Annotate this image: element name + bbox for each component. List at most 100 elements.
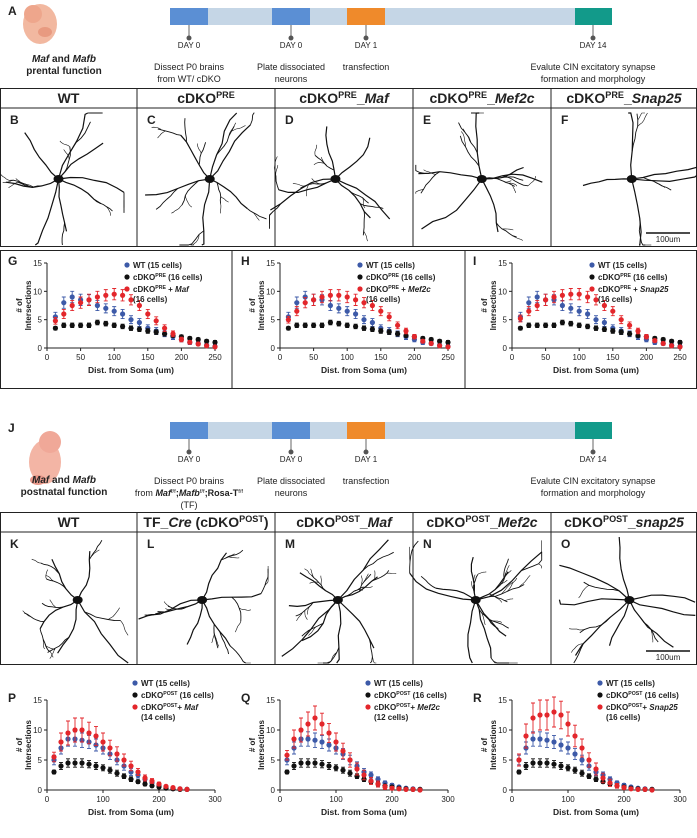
dendrite (63, 149, 70, 160)
data-point (319, 322, 325, 328)
data-point (534, 322, 540, 328)
timeline-segment (272, 8, 310, 25)
day-label: DAY 0 (280, 455, 303, 464)
text-part: (cDKO (192, 514, 240, 530)
text-part: PRE (605, 90, 624, 100)
dendrite (314, 155, 335, 171)
step-text: formation and morphology (541, 488, 646, 498)
dendrite (145, 178, 210, 196)
dendrite (492, 620, 503, 623)
dendrite (337, 599, 375, 649)
dendrite (320, 575, 322, 586)
text-part: Maf (365, 90, 390, 106)
dendrite (538, 563, 542, 569)
data-point (544, 737, 550, 743)
text-part: cDKO (606, 691, 628, 700)
dendrite (489, 584, 525, 598)
dendrite (578, 585, 590, 599)
data-point (136, 326, 142, 332)
x-tick-label: 200 (617, 795, 631, 804)
data-point (100, 739, 106, 745)
data-point (516, 769, 522, 775)
data-point (344, 308, 350, 314)
data-point (558, 742, 564, 748)
y-tick-label: 15 (498, 259, 507, 268)
y-axis-label: # of (15, 738, 24, 753)
y-tick-label: 0 (271, 786, 276, 795)
data-point (643, 334, 650, 340)
data-point (353, 311, 359, 317)
data-point (437, 338, 443, 344)
y-tick-label: 10 (498, 287, 507, 296)
soma (197, 596, 208, 604)
data-point (135, 769, 141, 775)
dendrite (558, 598, 630, 606)
x-tick-label: 200 (152, 795, 166, 804)
dendrite (337, 576, 378, 601)
legend-marker (124, 274, 130, 280)
data-point (375, 781, 381, 787)
x-tick-label: 150 (606, 353, 620, 362)
x-tick-label: 150 (374, 353, 388, 362)
dendrite (642, 177, 672, 191)
text-part: cDKO (141, 691, 163, 700)
data-point (593, 766, 599, 772)
data-point (660, 336, 666, 343)
dendrite (418, 171, 482, 180)
text-part: POST (603, 514, 628, 524)
dendrite (608, 599, 630, 646)
soma (53, 175, 64, 183)
legend-marker (357, 262, 363, 268)
dendrite (573, 635, 592, 664)
x-axis-label: Dist. from Soma (um) (88, 365, 174, 375)
dendrite (151, 126, 162, 131)
legend-label: cDKOPOST (16 cells) (606, 691, 679, 700)
legend-label: cDKOPRE (16 cells) (366, 273, 436, 282)
dendrite (459, 135, 480, 167)
dendrite (301, 622, 324, 637)
caption: prental function (26, 66, 102, 77)
y-tick-label: 15 (33, 259, 42, 268)
data-point (445, 339, 451, 345)
data-point (195, 336, 201, 343)
data-point (319, 739, 325, 745)
text-part: cDKO (566, 90, 605, 106)
dendrite (57, 178, 68, 232)
panel-letter: B (10, 113, 19, 127)
text-part: _ (359, 514, 368, 530)
column-header: cDKOPOST_Maf (296, 514, 393, 530)
dendrite (495, 222, 517, 238)
dendrite (239, 607, 251, 611)
data-point (537, 712, 543, 718)
dendrite (363, 231, 368, 242)
data-point (145, 311, 151, 317)
dendrite (180, 134, 211, 180)
data-point (353, 297, 359, 303)
dendrite (45, 569, 49, 580)
panel-letter: M (285, 537, 295, 551)
y-axis-label: Intersections (257, 720, 266, 770)
data-point (526, 322, 532, 328)
text-part: Mafb (73, 54, 96, 65)
panel-letter: O (561, 537, 570, 551)
soma (330, 175, 341, 183)
y-axis-label: Intersections (489, 280, 498, 330)
text-part: PRE (620, 273, 631, 279)
data-point (58, 763, 64, 769)
data-point (294, 322, 300, 328)
dendrite (475, 551, 543, 601)
legend-label: cDKOPRE + Snap25 (598, 285, 669, 294)
legend-marker (597, 680, 603, 686)
data-point (354, 766, 360, 772)
dendrite (106, 206, 111, 216)
dendrite (157, 128, 181, 136)
dendrite (220, 196, 229, 203)
data-point (551, 739, 557, 745)
data-point (565, 745, 571, 751)
timeline-segment (385, 422, 575, 439)
data-point (128, 317, 134, 323)
dendrite (209, 124, 251, 180)
pin-dot (590, 449, 596, 455)
dendrite (481, 178, 499, 233)
data-point (551, 322, 557, 328)
